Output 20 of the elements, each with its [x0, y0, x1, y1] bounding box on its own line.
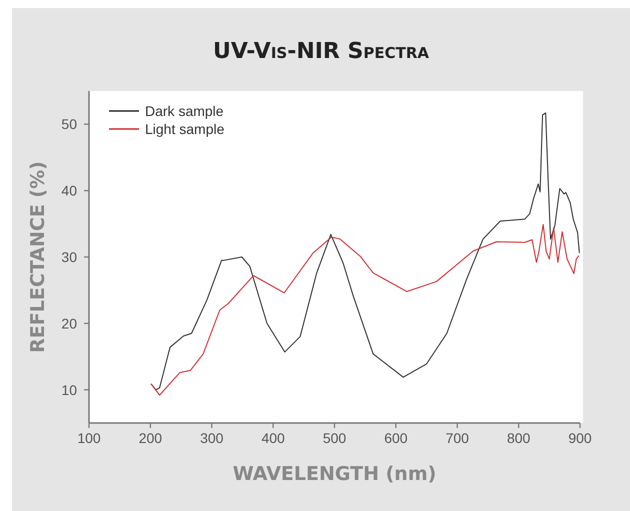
y-tick-label: 50 [61, 116, 78, 132]
chart-title: UV-Vis-NIR Spectra [212, 39, 430, 64]
x-tick-label: 900 [568, 430, 592, 446]
x-tick-label: 200 [138, 430, 162, 446]
x-tick-label: 100 [77, 430, 101, 446]
legend-label: Dark sample [145, 103, 224, 119]
x-tick-label: 500 [322, 430, 346, 446]
legend-label: Light sample [145, 121, 225, 137]
x-tick-label: 600 [384, 430, 408, 446]
x-tick-label: 800 [506, 430, 531, 446]
x-axis-title: WAVELENGTH (nm) [232, 463, 436, 485]
y-tick-label: 20 [61, 315, 78, 332]
y-axis-title: REFLECTANCE (%) [27, 161, 49, 353]
x-tick-label: 300 [200, 430, 224, 446]
y-tick-label: 10 [61, 382, 78, 398]
x-tick-label: 700 [446, 430, 470, 446]
x-tick-label: 400 [261, 430, 286, 446]
y-tick-label: 40 [61, 182, 78, 199]
line-series [150, 224, 580, 396]
y-tick-label: 30 [61, 249, 78, 265]
